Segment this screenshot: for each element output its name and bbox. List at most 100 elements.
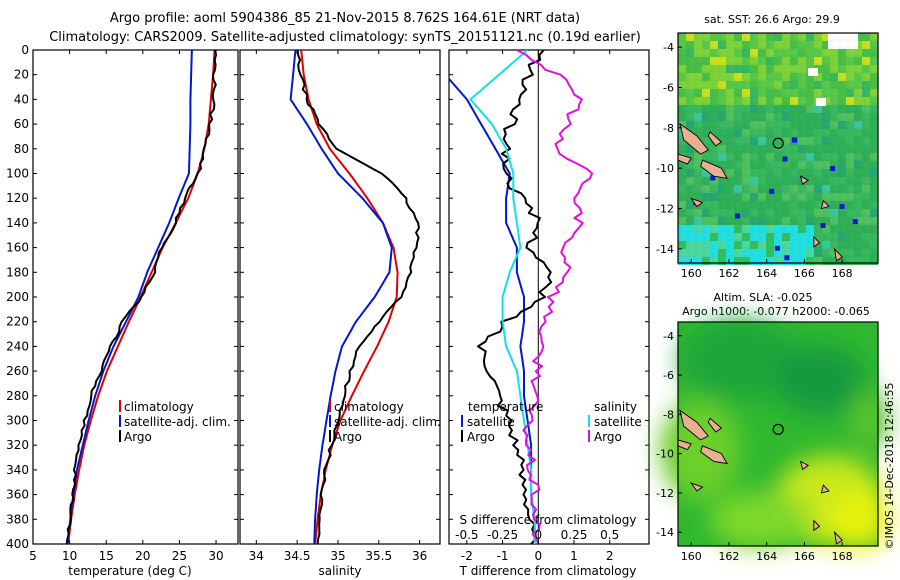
difference-top-ticks: -0.5 -0.25 0 0.25 0.5 xyxy=(455,528,619,542)
sst-y-tick-label: -4 xyxy=(663,41,674,54)
difference-xlabel: T difference from climatology xyxy=(459,564,637,578)
sla-map-title: Altim. SLA: -0.025 xyxy=(713,291,812,304)
depth-tick-label: 0 xyxy=(21,43,29,57)
legend-label: satellite-adj. clim. xyxy=(124,415,231,429)
x-tick-label: 30 xyxy=(208,549,223,563)
sst-map-ticks: 160 162 164 166 168 -4 -6 -8 -10 -12 -14 xyxy=(656,41,853,280)
depth-tick-label: 260 xyxy=(6,364,29,378)
x-tick-label: 1 xyxy=(570,549,578,563)
sla-island xyxy=(700,445,728,465)
x-tick-label: 10 xyxy=(62,549,77,563)
depth-tick-label: 380 xyxy=(6,512,29,526)
salinity-axes xyxy=(239,49,441,545)
depth-tick-label: 160 xyxy=(6,241,29,255)
sst-island xyxy=(813,235,821,248)
series-line-satellite-adj-clim- xyxy=(289,50,393,544)
sla-y-tick-label: -10 xyxy=(656,448,674,461)
legend-label: Argo xyxy=(594,430,622,444)
x-tick-label: 5 xyxy=(29,549,37,563)
sst-island xyxy=(700,159,728,179)
sla-x-tick-label: 162 xyxy=(718,550,739,563)
depth-tick-label: 220 xyxy=(6,315,29,329)
sla-x-tick-label: 164 xyxy=(756,550,777,563)
depth-tick-label: 140 xyxy=(6,216,29,230)
depth-tick-label: 200 xyxy=(6,290,29,304)
legend-label: satellite xyxy=(467,415,515,429)
sla-map xyxy=(660,320,890,550)
sla-island xyxy=(799,460,810,471)
x-tick-label: 36 xyxy=(412,549,427,563)
sla-island xyxy=(833,530,843,545)
sla-x-tick-label: 166 xyxy=(794,550,815,563)
x-tick-label: 35.5 xyxy=(365,549,392,563)
depth-tick-label: 300 xyxy=(6,414,29,428)
depth-tick-label: 320 xyxy=(6,438,29,452)
salinity-xlabel: salinity xyxy=(318,564,361,578)
x-tick-label: 20 xyxy=(135,549,150,563)
sst-map-frame xyxy=(677,32,879,264)
sst-x-tick-label: 160 xyxy=(681,267,702,280)
sst-island xyxy=(707,131,723,147)
x-tick-label: 35 xyxy=(330,549,345,563)
x-tick-label: -1 xyxy=(497,549,509,563)
sst-x-tick-label: 166 xyxy=(794,267,815,280)
depth-tick-label: 180 xyxy=(6,265,29,279)
legend-label: Argo xyxy=(124,430,152,444)
depth-tick-label: 80 xyxy=(14,142,29,156)
legend-heading-temperature: temperature xyxy=(468,400,543,414)
sst-y-tick-label: -8 xyxy=(663,122,674,135)
x-tick-label: 2 xyxy=(606,549,614,563)
series-line-temperature-argo xyxy=(477,50,553,544)
sst-map-title: sat. SST: 26.6 Argo: 29.9 xyxy=(704,13,840,26)
salinity-lines xyxy=(289,50,420,544)
x-tick-label: 34.5 xyxy=(284,549,311,563)
sla-map-subtitle: Argo h1000: -0.077 h2000: -0.065 xyxy=(682,305,870,318)
sla-map-field xyxy=(660,320,890,550)
x-tick-label: 0 xyxy=(534,549,542,563)
sla-argo-marker xyxy=(772,423,784,435)
sst-x-tick-label: 168 xyxy=(832,267,853,280)
series-line-salinity-argo xyxy=(516,50,594,544)
depth-tick-label: 280 xyxy=(6,389,29,403)
sla-island xyxy=(813,519,821,532)
title-line-2: Climatology: CARS2009. Satellite-adjuste… xyxy=(49,30,641,45)
depth-axis: 0 20 40 60 80 100 120 140 160 180 200 220 240 260 280 3… xyxy=(6,43,649,551)
x-tick-label: 34 xyxy=(249,549,264,563)
sla-island xyxy=(707,417,723,433)
temperature-xlabel: temperature (deg C) xyxy=(68,564,191,578)
top-tick-label: 0.5 xyxy=(600,528,619,542)
x-tick-label: 25 xyxy=(172,549,187,563)
sst-island xyxy=(679,122,709,155)
legend-label: satellite-adj. clim. xyxy=(334,415,441,429)
sst-y-tick-label: -12 xyxy=(656,203,674,216)
sst-y-tick-label: -6 xyxy=(663,81,674,94)
sst-x-tick-label: 164 xyxy=(756,267,777,280)
series-line-satellite-adj-clim- xyxy=(66,50,193,544)
sla-map-ticks: 160 162 164 166 168 -4 -6 -8 -10 -12 -14 xyxy=(656,330,853,563)
sla-y-tick-label: -6 xyxy=(663,369,674,382)
temperature-legend: climatology satellite-adj. clim. Argo xyxy=(119,400,231,444)
credit-text: ©IMOS 14-Dec-2018 12:46:55 xyxy=(883,383,896,550)
temperature-axes xyxy=(32,49,239,545)
legend-label: satellite xyxy=(594,415,642,429)
legend-label: Argo xyxy=(467,430,495,444)
sst-island xyxy=(799,175,810,186)
sst-island xyxy=(833,247,843,262)
difference-lines xyxy=(449,50,594,544)
sst-y-tick-label: -14 xyxy=(656,243,674,256)
depth-tick-label: 60 xyxy=(14,117,29,131)
legend-label: climatology xyxy=(334,400,404,414)
legend-heading-salinity: salinity xyxy=(594,400,637,414)
top-tick-label: -0.5 xyxy=(455,528,478,542)
depth-tick-label: 360 xyxy=(6,488,29,502)
sla-island xyxy=(820,484,830,494)
sla-y-tick-label: -14 xyxy=(656,526,674,539)
series-line-salinity-satellite xyxy=(469,50,536,544)
difference-legend: temperature satellite Argo salinity sate… xyxy=(461,400,642,444)
x-tick-label: -2 xyxy=(461,549,473,563)
sla-x-tick-label: 160 xyxy=(681,550,702,563)
sla-y-tick-label: -12 xyxy=(656,487,674,500)
depth-tick-label: 240 xyxy=(6,339,29,353)
depth-tick-label: 120 xyxy=(6,191,29,205)
sst-x-tick-label: 162 xyxy=(718,267,739,280)
